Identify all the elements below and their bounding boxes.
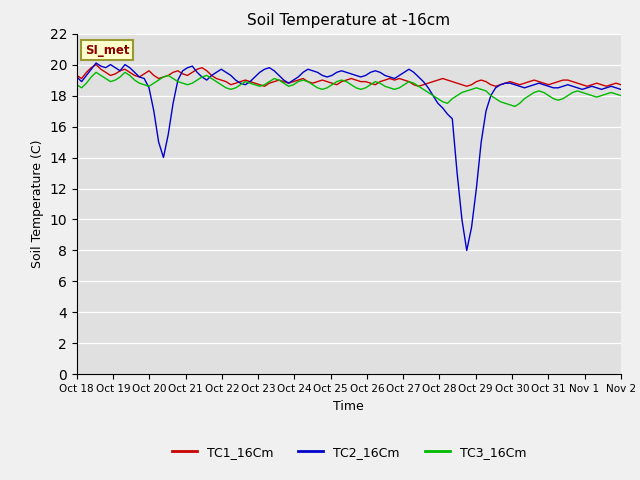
TC3_16Cm xyxy=(429,93,437,98)
Legend: TC1_16Cm, TC2_16Cm, TC3_16Cm: TC1_16Cm, TC2_16Cm, TC3_16Cm xyxy=(166,441,531,464)
Text: SI_met: SI_met xyxy=(85,44,129,57)
TC1_16Cm xyxy=(497,82,504,87)
TC3_16Cm xyxy=(140,82,148,87)
TC3_16Cm xyxy=(492,96,499,102)
TC2_16Cm xyxy=(73,74,81,80)
Y-axis label: Soil Temperature (C): Soil Temperature (C) xyxy=(31,140,44,268)
TC2_16Cm xyxy=(617,86,625,92)
TC1_16Cm xyxy=(232,80,239,86)
Title: Soil Temperature at -16cm: Soil Temperature at -16cm xyxy=(247,13,451,28)
TC3_16Cm xyxy=(289,82,297,87)
TC1_16Cm xyxy=(294,77,302,83)
TC3_16Cm xyxy=(73,82,81,87)
TC2_16Cm xyxy=(227,72,235,78)
TC2_16Cm xyxy=(289,77,297,83)
TC3_16Cm xyxy=(227,86,235,92)
TC2_16Cm xyxy=(463,248,470,253)
TC2_16Cm xyxy=(232,77,239,83)
TC3_16Cm xyxy=(617,93,625,98)
TC1_16Cm xyxy=(227,82,235,87)
TC1_16Cm xyxy=(140,71,148,77)
TC1_16Cm xyxy=(73,72,81,78)
TC2_16Cm xyxy=(429,93,437,98)
Line: TC1_16Cm: TC1_16Cm xyxy=(77,65,621,86)
TC1_16Cm xyxy=(92,62,100,68)
TC1_16Cm xyxy=(434,77,442,83)
X-axis label: Time: Time xyxy=(333,400,364,413)
TC2_16Cm xyxy=(140,76,148,82)
Line: TC3_16Cm: TC3_16Cm xyxy=(77,72,621,107)
TC2_16Cm xyxy=(92,60,100,66)
TC2_16Cm xyxy=(497,82,504,87)
TC3_16Cm xyxy=(232,85,239,91)
TC1_16Cm xyxy=(617,82,625,87)
TC3_16Cm xyxy=(92,70,100,75)
Line: TC2_16Cm: TC2_16Cm xyxy=(77,63,621,251)
TC1_16Cm xyxy=(260,84,268,89)
TC3_16Cm xyxy=(511,104,519,109)
